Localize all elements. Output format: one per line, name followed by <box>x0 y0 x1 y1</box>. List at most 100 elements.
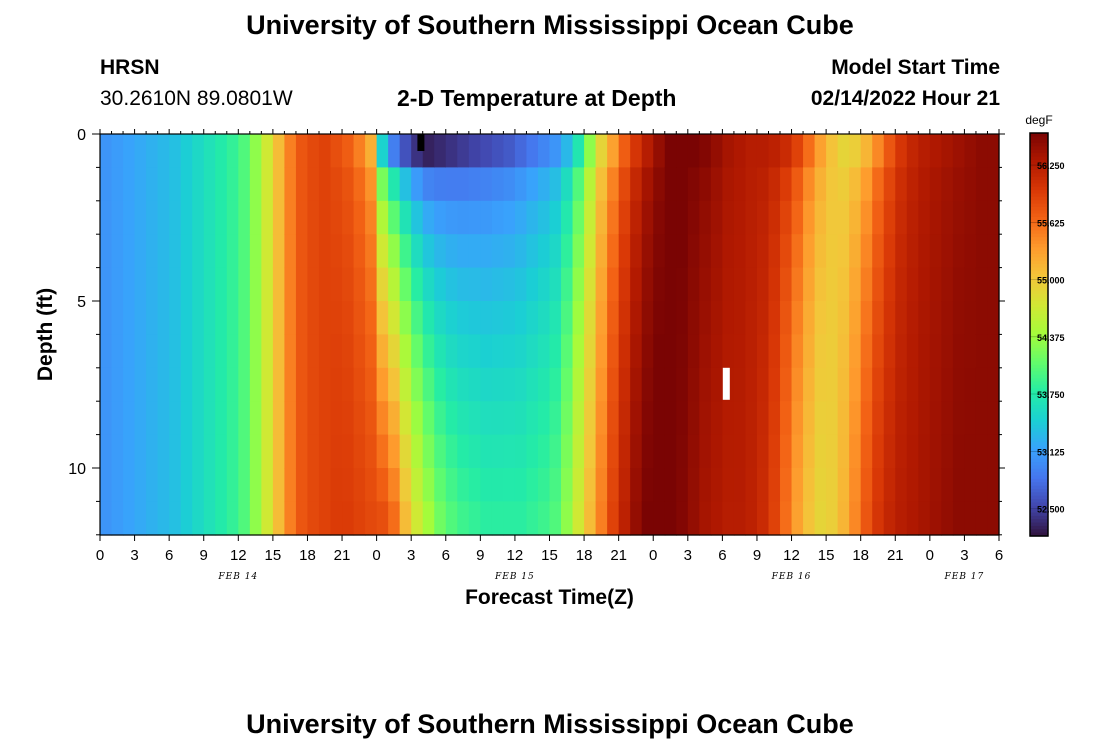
colorbar-segment <box>1030 472 1048 477</box>
heatmap-cell <box>353 167 366 202</box>
heatmap-cell <box>434 167 447 202</box>
heatmap-cell <box>203 401 216 436</box>
heatmap-cell <box>514 401 528 436</box>
colorbar-segment <box>1030 213 1048 218</box>
heatmap-cell <box>941 267 954 302</box>
heatmap-cell <box>918 367 931 402</box>
heatmap-cell <box>134 301 147 335</box>
heatmap-cell <box>457 301 470 335</box>
heatmap-cell <box>814 468 827 502</box>
heatmap-cell <box>295 501 309 536</box>
heatmap-cell <box>791 367 804 402</box>
x-tick-label: 15 <box>541 547 558 564</box>
heatmap-cell <box>837 367 850 402</box>
heatmap-cell <box>111 267 124 302</box>
heatmap-cell <box>365 501 378 536</box>
heatmap-cell <box>918 200 931 235</box>
heatmap-cell <box>203 501 216 536</box>
colorbar-segment <box>1030 401 1048 406</box>
heatmap-cell <box>146 200 159 235</box>
colorbar-segment <box>1030 468 1048 473</box>
colorbar-segment <box>1030 331 1048 336</box>
heatmap-cell <box>964 468 977 502</box>
heatmap-cell <box>860 167 873 202</box>
heatmap-cell <box>111 134 124 168</box>
heatmap-cell <box>491 401 504 436</box>
heatmap-cell <box>814 234 827 269</box>
heatmap-cell <box>929 434 942 469</box>
heatmap-cell <box>895 434 908 469</box>
heatmap-cell <box>180 301 193 335</box>
heatmap-cell <box>883 468 896 502</box>
colorbar-segment <box>1030 428 1048 433</box>
heatmap-cell <box>146 334 159 369</box>
x-tick-label: 6 <box>442 547 450 564</box>
heatmap-cell <box>169 501 182 536</box>
heatmap-cell <box>918 301 931 335</box>
heatmap-cell <box>561 334 574 369</box>
x-tick-label: 3 <box>130 547 138 564</box>
heatmap-cell <box>468 401 481 436</box>
heatmap-cell <box>388 134 401 168</box>
heatmap-cell <box>722 200 735 235</box>
heatmap-cell <box>895 267 908 302</box>
heatmap-cell <box>687 468 700 502</box>
heatmap-cell <box>249 167 262 202</box>
heatmap-cell <box>618 501 631 536</box>
heatmap-cell <box>837 234 850 269</box>
heatmap-cell <box>226 468 239 502</box>
heatmap-cell <box>664 134 677 168</box>
heatmap-cell <box>434 134 447 168</box>
heatmap-cell <box>664 434 677 469</box>
heatmap-cell <box>238 167 251 202</box>
heatmap-cell <box>756 234 770 269</box>
heatmap-cell <box>618 267 631 302</box>
heatmap-cell <box>975 301 989 335</box>
heatmap-cell <box>537 167 551 202</box>
heatmap-cell <box>952 301 966 335</box>
heatmap-cell <box>699 501 712 536</box>
heatmap-cell <box>872 267 885 302</box>
heatmap-cell <box>584 434 597 469</box>
heatmap-cell <box>169 167 182 202</box>
x-tick-label: 18 <box>299 547 316 564</box>
colorbar-segment <box>1030 304 1048 309</box>
heatmap-cell <box>284 200 297 235</box>
heatmap-cell <box>272 267 286 302</box>
heatmap-cell <box>342 267 355 302</box>
heatmap-cell <box>169 200 182 235</box>
colorbar-segment <box>1030 394 1048 399</box>
colorbar-segment <box>1030 317 1048 322</box>
heatmap-cell <box>376 501 389 536</box>
heatmap-cell <box>388 367 401 402</box>
heatmap-cell <box>318 468 332 502</box>
heatmap-cell <box>330 234 343 269</box>
colorbar-tick-label: 53.750 <box>1037 390 1065 400</box>
heatmap-cell <box>837 267 850 302</box>
heatmap-cell <box>906 334 919 369</box>
heatmap-cell <box>261 200 274 235</box>
heatmap-cell <box>849 401 862 436</box>
heatmap-cell <box>756 367 770 402</box>
heatmap-cell <box>434 501 447 536</box>
colorbar-segment <box>1030 327 1048 332</box>
heatmap-cell <box>803 334 816 369</box>
heatmap-cell <box>526 267 539 302</box>
heatmap-cell <box>561 501 574 536</box>
heatmap-cell <box>157 267 170 302</box>
heatmap-cell <box>756 334 770 369</box>
colorbar-segment <box>1030 374 1048 379</box>
heatmap-cell <box>526 167 539 202</box>
heatmap-cell <box>768 267 781 302</box>
x-tick-label: 3 <box>960 547 968 564</box>
heatmap-cell <box>399 468 412 502</box>
colorbar-segment <box>1030 435 1048 440</box>
heatmap-cell <box>376 301 389 335</box>
heatmap-cell <box>180 401 193 436</box>
colorbar-segment <box>1030 391 1048 396</box>
heatmap-cell <box>468 501 481 536</box>
heatmap-cell <box>261 134 274 168</box>
heatmap-cell <box>134 434 147 469</box>
heatmap-cell <box>906 267 919 302</box>
heatmap-cell <box>699 200 712 235</box>
